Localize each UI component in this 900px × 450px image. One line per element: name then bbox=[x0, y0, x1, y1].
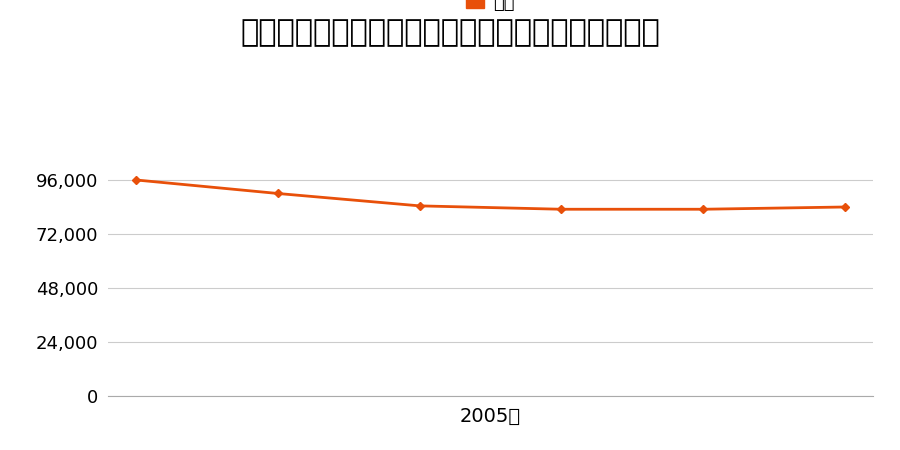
Text: 兵庫県三田市けやき台４丁目２１番１６の地価推移: 兵庫県三田市けやき台４丁目２１番１６の地価推移 bbox=[240, 18, 660, 47]
Legend: 価格: 価格 bbox=[459, 0, 522, 19]
X-axis label: 2005年: 2005年 bbox=[460, 407, 521, 426]
